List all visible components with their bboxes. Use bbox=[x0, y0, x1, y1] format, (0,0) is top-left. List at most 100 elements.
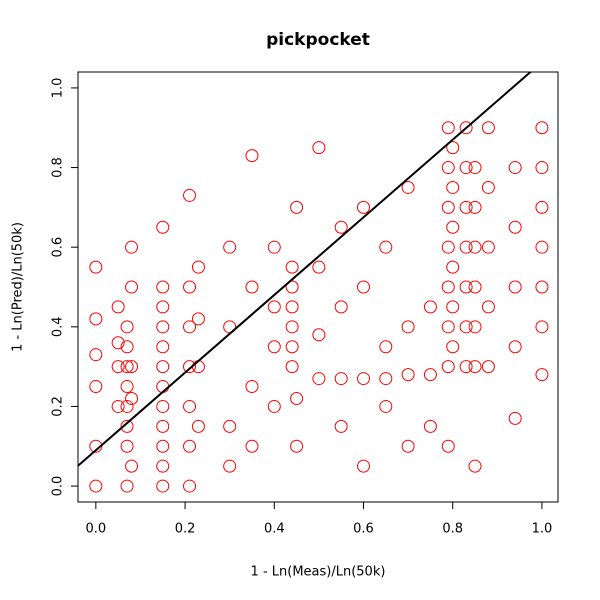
point bbox=[468, 320, 482, 334]
x-tick-label: 0.4 bbox=[264, 522, 285, 537]
point bbox=[156, 419, 170, 433]
point bbox=[223, 459, 237, 473]
point bbox=[191, 419, 205, 433]
point bbox=[285, 280, 299, 294]
point bbox=[535, 240, 549, 254]
x-tick-label: 0.2 bbox=[175, 522, 196, 537]
point bbox=[535, 320, 549, 334]
x-tick-label: 0.6 bbox=[353, 522, 374, 537]
point bbox=[423, 300, 437, 314]
point bbox=[156, 459, 170, 473]
point bbox=[441, 280, 455, 294]
point bbox=[120, 399, 134, 413]
y-tick-label: 0.6 bbox=[51, 237, 66, 258]
point bbox=[111, 399, 125, 413]
point bbox=[468, 161, 482, 175]
point bbox=[120, 439, 134, 453]
point bbox=[191, 360, 205, 374]
point bbox=[125, 280, 139, 294]
y-tick-label: 0.0 bbox=[51, 476, 66, 497]
point bbox=[459, 360, 473, 374]
point bbox=[312, 260, 326, 274]
point bbox=[89, 260, 103, 274]
point bbox=[379, 240, 393, 254]
point bbox=[459, 161, 473, 175]
point bbox=[191, 260, 205, 274]
point bbox=[379, 372, 393, 386]
point bbox=[125, 459, 139, 473]
x-tick-label: 0.0 bbox=[86, 522, 107, 537]
point bbox=[468, 240, 482, 254]
point bbox=[468, 280, 482, 294]
point bbox=[357, 372, 371, 386]
point bbox=[334, 220, 348, 234]
point bbox=[290, 200, 304, 214]
point bbox=[89, 380, 103, 394]
point bbox=[290, 439, 304, 453]
point bbox=[508, 220, 522, 234]
point bbox=[267, 300, 281, 314]
fit-line bbox=[78, 72, 533, 467]
point bbox=[446, 141, 460, 155]
point bbox=[535, 280, 549, 294]
point bbox=[111, 360, 125, 374]
point bbox=[459, 280, 473, 294]
point bbox=[156, 320, 170, 334]
point bbox=[245, 380, 259, 394]
point bbox=[481, 300, 495, 314]
point bbox=[508, 280, 522, 294]
point bbox=[156, 340, 170, 354]
point bbox=[120, 360, 134, 374]
point bbox=[156, 439, 170, 453]
y-tick-label: 1.0 bbox=[51, 78, 66, 99]
point bbox=[441, 121, 455, 135]
point bbox=[535, 368, 549, 382]
point bbox=[183, 439, 197, 453]
point bbox=[401, 320, 415, 334]
point bbox=[535, 200, 549, 214]
point bbox=[89, 348, 103, 362]
point bbox=[481, 240, 495, 254]
point bbox=[183, 188, 197, 202]
point bbox=[446, 260, 460, 274]
point bbox=[245, 149, 259, 163]
point bbox=[267, 399, 281, 413]
point bbox=[446, 300, 460, 314]
x-tick-label: 1.0 bbox=[532, 522, 553, 537]
point bbox=[357, 459, 371, 473]
point bbox=[223, 240, 237, 254]
point bbox=[401, 368, 415, 382]
point bbox=[285, 360, 299, 374]
point bbox=[156, 360, 170, 374]
point bbox=[267, 240, 281, 254]
y-tick-label: 0.4 bbox=[51, 316, 66, 337]
point bbox=[312, 141, 326, 155]
point bbox=[441, 360, 455, 374]
point bbox=[156, 399, 170, 413]
plot-frame bbox=[77, 71, 559, 503]
point bbox=[379, 399, 393, 413]
point bbox=[459, 320, 473, 334]
point bbox=[111, 300, 125, 314]
point bbox=[535, 161, 549, 175]
point bbox=[441, 320, 455, 334]
point bbox=[357, 200, 371, 214]
point bbox=[267, 340, 281, 354]
point bbox=[379, 340, 393, 354]
point bbox=[89, 479, 103, 493]
point bbox=[446, 220, 460, 234]
point bbox=[535, 121, 549, 135]
y-axis-label: 1 - Ln(Pred)/Ln(50k) bbox=[11, 222, 26, 352]
point bbox=[468, 200, 482, 214]
point bbox=[423, 419, 437, 433]
x-axis-label: 1 - Ln(Meas)/Ln(50k) bbox=[251, 565, 386, 580]
point bbox=[183, 399, 197, 413]
point bbox=[223, 419, 237, 433]
point bbox=[125, 240, 139, 254]
point bbox=[285, 320, 299, 334]
point bbox=[481, 121, 495, 135]
point bbox=[312, 328, 326, 342]
point bbox=[245, 439, 259, 453]
point bbox=[89, 312, 103, 326]
